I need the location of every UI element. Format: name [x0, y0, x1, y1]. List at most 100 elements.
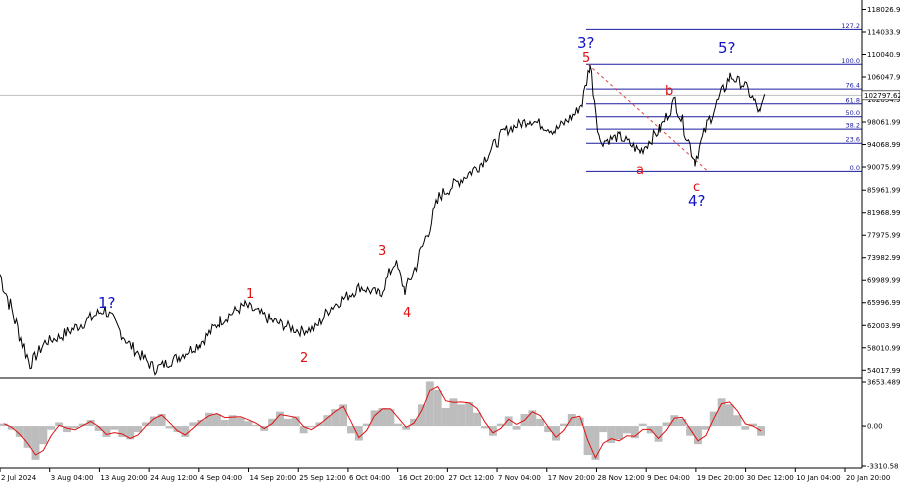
fib-level-label: 127.2	[841, 22, 860, 30]
time-tick-label: 28 Nov 12:00	[597, 474, 644, 482]
oscillator-bar	[662, 422, 671, 427]
oscillator-bar	[370, 410, 379, 427]
oscillator-bar	[331, 409, 340, 427]
oscillator-axis-ticks: 3653.489 0.00 -3310.58	[862, 379, 900, 471]
oscillator-bar	[31, 426, 40, 460]
oscillator-bar	[575, 417, 584, 427]
fib-level-label: 50.0	[846, 109, 860, 117]
price-tick-label: 118026.99	[867, 6, 900, 14]
time-tick-label: 25 Sep 12:00	[299, 474, 346, 482]
price-tick-label: 110040.99	[867, 51, 900, 59]
price-tick-label: 62003.99	[867, 322, 900, 330]
price-tick-label: 54017.99	[867, 367, 900, 375]
wave-label-5: 5	[582, 51, 590, 66]
oscillator-bar	[670, 415, 679, 427]
oscillator-bar	[488, 426, 497, 436]
oscillator-bar	[544, 426, 553, 433]
price-tick-label: 73982.99	[867, 254, 900, 262]
oscillator-bar	[378, 407, 387, 427]
price-tick-label: 69989.99	[867, 277, 900, 285]
oscillator-bar	[86, 420, 95, 427]
oscillator-bar	[181, 426, 190, 437]
oscillator-bar	[126, 426, 135, 440]
oscillator-bar	[63, 426, 71, 433]
oscillator-bar	[307, 426, 316, 428]
oscillator-bar	[189, 422, 198, 427]
time-tick-label: 6 Oct 04:00	[349, 474, 390, 482]
oscillator-bar	[220, 420, 229, 427]
oscillator-bar	[694, 426, 702, 445]
current-price-value: 102797.62	[864, 92, 900, 100]
oscillator-bar	[362, 423, 371, 427]
oscillator-bar	[630, 426, 639, 439]
oscillator-tick-label: 0.00	[867, 423, 883, 431]
oscillator-bar	[567, 414, 576, 427]
price-tick-label: 114033.99	[867, 28, 900, 36]
oscillator-bar	[504, 416, 513, 427]
oscillator-bar	[15, 426, 24, 437]
oscillator-bar	[102, 426, 111, 437]
wave-label-4: 4	[403, 306, 411, 321]
oscillator-bar	[212, 414, 221, 427]
oscillator-bar	[749, 423, 758, 427]
current-price-tag: 102797.62	[861, 90, 900, 101]
time-tick-label: 4 Sep 04:00	[200, 474, 242, 482]
oscillator-bar	[536, 418, 545, 427]
oscillator-bar	[236, 417, 245, 427]
wave-label-1q: 1?	[98, 294, 116, 312]
oscillator-bar	[457, 404, 466, 427]
oscillator-bar	[725, 404, 734, 427]
price-tick-label: 85961.99	[867, 187, 900, 195]
price-tick-label: 106047.99	[867, 74, 900, 82]
oscillator-bar	[386, 409, 395, 427]
time-tick-label: 20 Jan 20:00	[846, 474, 890, 482]
oscillator-bar	[94, 426, 103, 431]
oscillator-bar	[268, 418, 277, 427]
oscillator-bar	[110, 426, 119, 430]
oscillator-bar	[552, 426, 560, 441]
oscillator-bar	[615, 426, 624, 440]
time-tick-label: 14 Sep 20:00	[250, 474, 297, 482]
oscillator-tick-label: -3310.58	[867, 463, 898, 471]
oscillator-bar	[678, 418, 687, 427]
price-tick-label: 81968.99	[867, 209, 900, 217]
oscillator-bar	[149, 416, 158, 427]
oscillator-bar	[733, 415, 742, 427]
price-tick-label: 94068.99	[867, 141, 900, 149]
oscillator-bar	[291, 416, 300, 427]
time-axis-ticks: 2 Jul 2024 3 Aug 04:00 13 Aug 20:00 24 Aug …	[0, 468, 890, 482]
time-tick-label: 3 Aug 04:00	[51, 474, 94, 482]
oscillator-bar	[623, 426, 631, 434]
oscillator-bar	[433, 389, 442, 427]
oscillator-bar	[473, 412, 482, 427]
oscillator-bar	[607, 426, 616, 443]
wave-label-1: 1	[246, 287, 254, 302]
oscillator-bar	[425, 381, 434, 427]
oscillator-bar	[134, 426, 142, 433]
wave-label-2: 2	[300, 351, 308, 366]
oscillator-panel	[0, 381, 765, 460]
wave-label-3: 3	[378, 244, 386, 259]
wave-label-3q: 3?	[577, 34, 595, 52]
time-tick-label: 7 Nov 04:00	[498, 474, 541, 482]
oscillator-tick-label: 3653.489	[867, 379, 900, 387]
oscillator-bar	[47, 426, 56, 430]
wave-label-4q: 4?	[688, 192, 706, 210]
time-tick-label: 30 Dec 12:00	[747, 474, 794, 482]
time-tick-label: 9 Dec 04:00	[647, 474, 690, 482]
oscillator-bar	[323, 415, 332, 427]
oscillator-bar	[559, 423, 568, 427]
dashed-trend-line	[587, 63, 709, 172]
time-tick-label: 13 Aug 20:00	[100, 474, 147, 482]
fib-level-label: 61.8	[846, 96, 860, 104]
oscillator-bar	[39, 426, 48, 445]
oscillator-bar	[701, 426, 710, 430]
price-line-series	[0, 64, 766, 376]
oscillator-bar	[78, 423, 87, 427]
oscillator-bar	[244, 421, 253, 427]
oscillator-bar	[23, 426, 32, 448]
wave-label-a: a	[636, 163, 644, 178]
wave-label-c: c	[693, 180, 700, 195]
oscillator-bar	[157, 414, 166, 427]
